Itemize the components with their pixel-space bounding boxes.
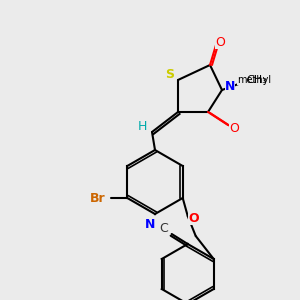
- Text: C: C: [159, 221, 168, 235]
- Text: N: N: [225, 80, 235, 94]
- Text: O: O: [229, 122, 239, 134]
- Text: N: N: [145, 218, 155, 232]
- Text: H: H: [137, 119, 147, 133]
- Text: O: O: [215, 35, 225, 49]
- Text: S: S: [166, 68, 175, 80]
- Text: CH₃: CH₃: [246, 75, 267, 85]
- Text: O: O: [188, 212, 199, 224]
- Text: Br: Br: [89, 191, 105, 205]
- Text: methyl: methyl: [237, 75, 271, 85]
